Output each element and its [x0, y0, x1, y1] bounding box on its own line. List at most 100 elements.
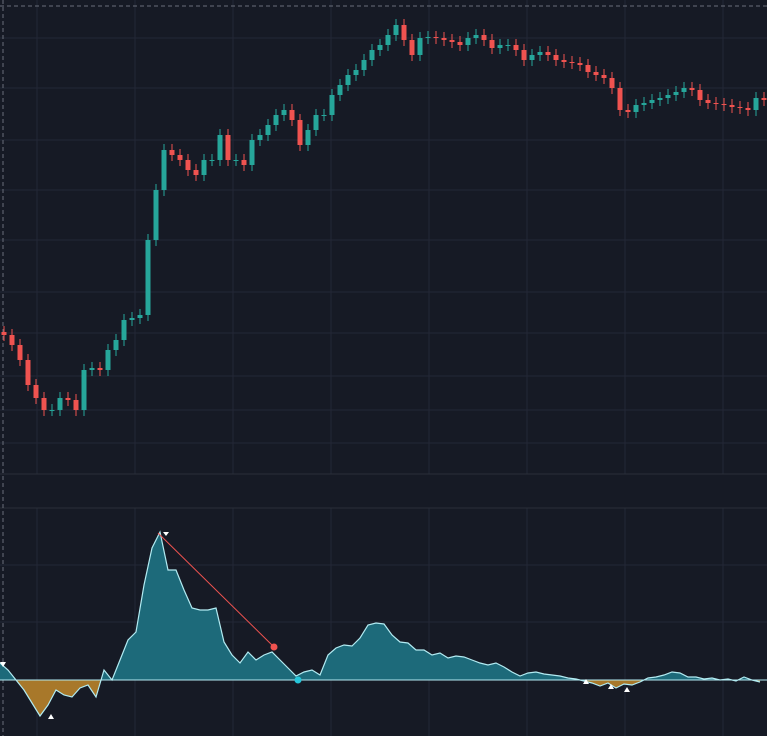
candle-body — [281, 110, 287, 115]
candle-body — [217, 135, 223, 160]
candle-body — [321, 115, 327, 116]
oscillator-line — [0, 530, 761, 718]
candle-body — [49, 410, 55, 411]
candle-body — [57, 398, 63, 410]
candle-body — [697, 90, 703, 100]
candle-body — [409, 40, 415, 55]
candle-body — [129, 318, 135, 320]
candle-body — [489, 40, 495, 48]
candle-body — [617, 88, 623, 110]
candle-body — [345, 75, 351, 85]
candle-body — [273, 115, 279, 125]
candle-body — [681, 88, 687, 92]
candle-body — [329, 95, 335, 115]
candle-body — [553, 55, 559, 60]
candle-body — [17, 345, 23, 360]
candle-body — [737, 107, 743, 108]
candle-body — [657, 98, 663, 100]
candle-body — [33, 385, 39, 398]
candle-body — [385, 35, 391, 45]
candle-body — [569, 62, 575, 63]
candle-body — [201, 160, 207, 175]
candle-body — [673, 92, 679, 95]
candle-body — [529, 55, 535, 60]
candle-body — [465, 38, 471, 45]
pane-separator — [0, 474, 767, 508]
candle-body — [713, 103, 719, 104]
candle-body — [9, 335, 15, 345]
candle-body — [481, 35, 487, 40]
candle-body — [89, 368, 95, 370]
candle-body — [505, 45, 511, 46]
signal-marker — [0, 662, 6, 667]
candle-body — [401, 25, 407, 40]
negative-area — [0, 680, 760, 716]
candle-body — [561, 60, 567, 62]
candle-body — [41, 398, 47, 410]
candle-body — [537, 52, 543, 55]
candle-body — [377, 45, 383, 50]
candle-body — [121, 320, 127, 340]
candle-body — [161, 150, 167, 190]
candle-body — [73, 400, 79, 410]
candle-body — [609, 78, 615, 88]
candle-body — [209, 160, 215, 161]
candle-body — [105, 350, 111, 370]
candle-body — [513, 45, 519, 50]
candle-body — [249, 140, 255, 165]
candle-body — [353, 70, 359, 75]
candle-body — [305, 130, 311, 145]
candle-body — [665, 95, 671, 98]
candle-body — [65, 398, 71, 400]
candle-body — [145, 240, 151, 315]
candle-body — [473, 35, 479, 38]
candle-body — [313, 115, 319, 130]
positive-area — [0, 532, 760, 680]
candle-body — [761, 98, 767, 100]
candle-body — [361, 60, 367, 70]
candle-body — [753, 98, 759, 110]
candle-body — [641, 103, 647, 105]
candle-body — [393, 25, 399, 35]
divergence-point — [270, 643, 278, 651]
candle-body — [585, 65, 591, 72]
candle-body — [721, 104, 727, 105]
candle-body — [137, 315, 143, 318]
signal-marker — [163, 532, 169, 536]
candle-body — [193, 170, 199, 175]
candle-body — [1, 332, 7, 335]
candle-body — [241, 160, 247, 165]
candle-body — [265, 125, 271, 135]
candle-body — [369, 50, 375, 60]
candle-body — [289, 110, 295, 120]
candle-body — [185, 160, 191, 170]
candle-body — [729, 105, 735, 107]
candle-body — [745, 108, 751, 110]
candle-body — [441, 38, 447, 40]
candle-body — [337, 85, 343, 95]
candle-body — [593, 72, 599, 75]
divergence-point — [294, 676, 302, 684]
candle-body — [153, 190, 159, 240]
candle-body — [297, 120, 303, 145]
candle-body — [625, 110, 631, 112]
candle-body — [433, 37, 439, 38]
candle-body — [649, 100, 655, 103]
candle-body — [689, 88, 695, 90]
candle-body — [545, 52, 551, 55]
candle-body — [81, 370, 87, 410]
candle-body — [601, 75, 607, 78]
divergence-line — [157, 532, 275, 648]
oscillator-pane — [0, 530, 767, 718]
candle-body — [97, 368, 103, 370]
candle-body — [577, 63, 583, 65]
candle-body — [633, 105, 639, 112]
candle-body — [169, 150, 175, 155]
candle-body — [425, 37, 431, 38]
candle-body — [457, 42, 463, 45]
price-pane — [1, 19, 767, 416]
candle-body — [113, 340, 119, 350]
